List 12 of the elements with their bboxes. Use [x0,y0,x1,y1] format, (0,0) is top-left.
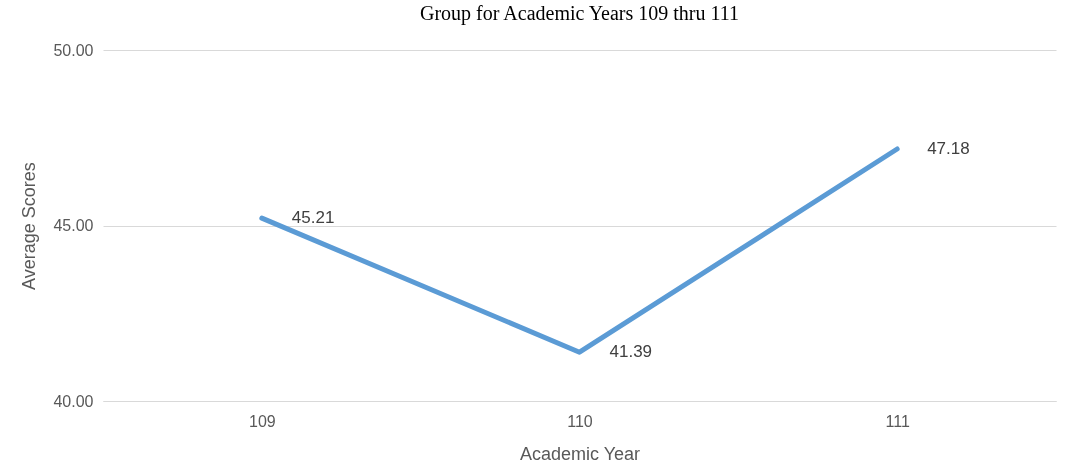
chart-title: Group for Academic Years 109 thru 111 [419,2,740,25]
x-tick-label: 110 [567,412,593,430]
x-tick-label: 111 [885,412,910,430]
y-tick-label: 50.00 [53,41,94,59]
y-tick-label: 45.00 [53,217,94,234]
x-tick-label: 109 [248,412,276,430]
data-label: 41.39 [609,342,653,362]
data-label: 47.18 [927,138,970,158]
y-axis-title: Average Scores [19,162,40,290]
x-axis-title: Academic Year [519,443,641,464]
y-tick-label: 40.00 [53,392,94,410]
data-label: 45.21 [291,208,335,228]
